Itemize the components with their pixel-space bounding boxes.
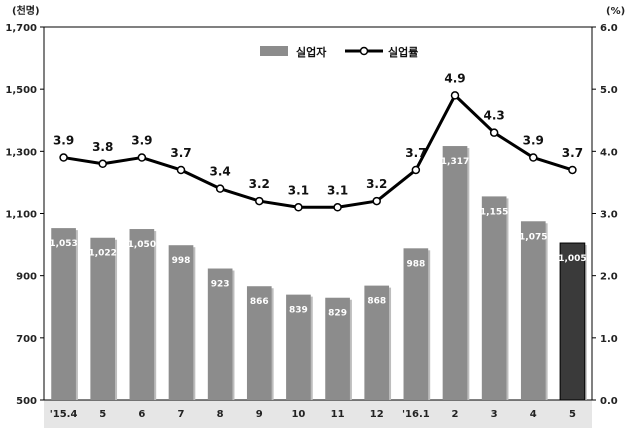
bar-value-label: 1,075 [519, 232, 547, 242]
bar-value-label: 1,155 [480, 207, 508, 217]
rate-value-label: 3.2 [366, 177, 387, 191]
rate-point [215, 184, 225, 193]
rate-value-label: 3.7 [562, 146, 583, 160]
rate-point [176, 165, 186, 175]
bar-value-label: 1,317 [441, 157, 469, 167]
y-right-tick-label: 2.0 [600, 272, 618, 283]
legend: 실업자 실업률 [260, 45, 418, 59]
x-tick-label: 10 [291, 409, 305, 420]
rate-value-label: 3.4 [210, 165, 231, 179]
bar [90, 237, 116, 400]
rate-value-label: 3.2 [249, 177, 270, 191]
y-right-tick-label: 0.0 [600, 396, 618, 407]
bar-value-label: 868 [367, 297, 386, 307]
rate-value-label: 3.7 [170, 146, 191, 160]
rate-value-label: 3.9 [53, 134, 74, 148]
y-left-tick-label: 1,700 [5, 23, 37, 34]
x-tick-label: '16.1 [402, 409, 430, 420]
right-axis-unit: (%) [606, 6, 625, 17]
y-right-tick-label: 3.0 [600, 210, 618, 221]
rate-point [411, 165, 421, 175]
x-tick-label: 6 [138, 409, 145, 420]
y-left-tick-label: 500 [16, 396, 37, 407]
bar [481, 196, 507, 400]
bar [364, 285, 390, 400]
bar [442, 146, 468, 400]
x-tick-label: 12 [370, 409, 384, 420]
y-left-tick-label: 1,100 [5, 210, 37, 221]
y-left-tick-label: 1,500 [5, 85, 37, 96]
bar [325, 297, 350, 400]
legend-line-marker [359, 46, 369, 56]
rate-value-label: 3.8 [92, 140, 113, 154]
x-tick-label: 9 [256, 409, 263, 420]
left-axis-unit: (천명) [12, 4, 40, 17]
x-tick-label: 2 [452, 409, 459, 420]
rate-value-label: 4.9 [444, 71, 465, 85]
rate-value-label: 3.1 [288, 183, 309, 197]
x-tick-label: 3 [491, 409, 498, 420]
x-tick-label: 8 [217, 409, 224, 420]
bar-value-label: 1,050 [128, 240, 156, 250]
x-tick-label: 5 [569, 409, 576, 420]
bar [246, 286, 272, 400]
rate-point [450, 91, 460, 100]
y-left-tick-label: 1,300 [5, 147, 37, 158]
bar-value-label: 998 [172, 256, 191, 266]
rate-value-label: 3.1 [327, 183, 348, 197]
rate-point [59, 153, 68, 162]
y-right-tick-label: 5.0 [600, 85, 618, 96]
rate-point [529, 153, 538, 162]
x-tick-label: 4 [530, 409, 537, 420]
rate-point [489, 128, 499, 137]
bar [207, 268, 233, 400]
y-right-tick-label: 6.0 [600, 23, 618, 34]
y-left-tick-label: 700 [16, 334, 37, 345]
rate-point [255, 196, 264, 206]
rate-point [333, 203, 342, 212]
x-tick-label: '15.4 [50, 409, 78, 420]
rate-value-label: 3.7 [405, 146, 426, 160]
bar-value-label: 866 [250, 297, 269, 307]
bar-value-label: 1,005 [558, 254, 586, 264]
rate-value-label: 3.9 [131, 134, 152, 148]
y-right-tick-label: 1.0 [600, 334, 618, 345]
bar [520, 221, 546, 400]
bar-value-label: 1,053 [49, 239, 77, 249]
rate-point [98, 159, 107, 169]
legend-bar-swatch [260, 46, 288, 56]
rate-point [294, 203, 303, 212]
rate-point [568, 165, 577, 175]
x-tick-label: 7 [178, 409, 185, 420]
x-tick-label: 11 [331, 409, 345, 420]
rate-point [372, 196, 381, 206]
bar [286, 294, 311, 400]
y-left-tick-label: 900 [16, 272, 37, 283]
x-axis-band [44, 400, 592, 428]
rate-value-label: 3.9 [523, 134, 544, 148]
bar [51, 228, 76, 400]
y-right-tick-label: 4.0 [600, 147, 618, 158]
bar [403, 248, 429, 400]
bar [129, 229, 155, 400]
rate-value-label: 4.3 [484, 109, 505, 123]
bar-value-label: 839 [289, 306, 308, 316]
bar [559, 242, 586, 401]
rate-line [63, 93, 573, 209]
bar-value-label: 988 [406, 259, 425, 269]
rate-point [137, 153, 147, 162]
legend-bar-label: 실업자 [296, 45, 327, 59]
bar [168, 245, 194, 400]
bar-value-label: 1,022 [88, 249, 116, 259]
legend-line-label: 실업률 [388, 45, 418, 59]
bar-value-label: 923 [211, 280, 230, 290]
bar-value-label: 829 [328, 309, 347, 319]
x-tick-label: 5 [99, 409, 106, 420]
